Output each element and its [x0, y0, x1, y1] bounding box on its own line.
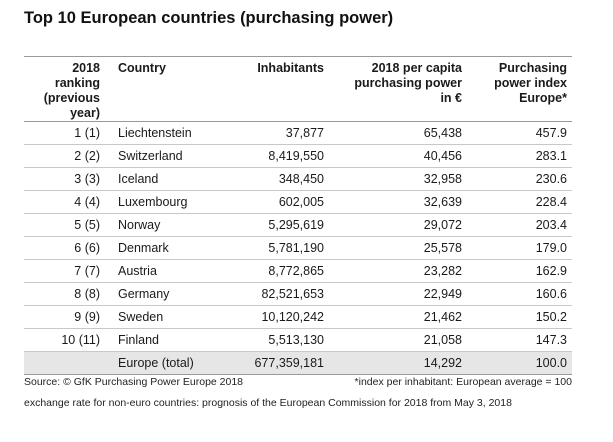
- cell-index: 228.4: [535, 195, 567, 209]
- header-index: Purchasing power index Europe*: [494, 61, 567, 106]
- cell-per-capita: 29,072: [423, 218, 462, 232]
- cell-ranking: 2 (2): [74, 149, 100, 163]
- header-country-line: Country: [118, 61, 166, 75]
- cell-per-capita: 22,949: [423, 287, 462, 301]
- table-row: 7 (7) Austria 8,772,865 23,282 162.9: [24, 260, 572, 283]
- header-ranking-line: ranking: [54, 76, 100, 90]
- table-row: 5 (5) Norway 5,295,619 29,072 203.4: [24, 214, 572, 237]
- cell-inhabitants: 348,450: [278, 172, 324, 186]
- cell-country: Germany: [118, 287, 170, 301]
- header-ranking-line: 2018: [72, 61, 100, 75]
- cell-per-capita: 65,438: [423, 126, 462, 140]
- cell-inhabitants: 8,772,865: [268, 264, 324, 278]
- cell-index: 283.1: [535, 149, 567, 163]
- table-title: Top 10 European countries (purchasing po…: [24, 9, 394, 27]
- header-ranking-line: (previous: [43, 91, 100, 105]
- cell-ranking: 4 (4): [74, 195, 100, 209]
- table-row: 1 (1) Liechtenstein 37,877 65,438 457.9: [24, 122, 572, 145]
- cell-inhabitants: 602,005: [278, 195, 324, 209]
- cell-country: Iceland: [118, 172, 159, 186]
- cell-index: 150.2: [535, 310, 567, 324]
- cell-country: Europe (total): [118, 356, 194, 370]
- cell-per-capita: 32,958: [423, 172, 462, 186]
- cell-index: 230.6: [535, 172, 567, 186]
- cell-inhabitants: 10,120,242: [261, 310, 324, 324]
- header-country: Country: [118, 61, 166, 76]
- cell-country: Norway: [118, 218, 161, 232]
- cell-ranking: 5 (5): [74, 218, 100, 232]
- cell-country: Denmark: [118, 241, 169, 255]
- header-per-capita-line: purchasing power: [354, 76, 462, 90]
- purchasing-power-table: 2018 ranking (previous year) Country Inh…: [24, 56, 572, 375]
- cell-ranking: 10 (11): [61, 333, 100, 347]
- table-row: 6 (6) Denmark 5,781,190 25,578 179.0: [24, 237, 572, 260]
- table-row: 8 (8) Germany 82,521,653 22,949 160.6: [24, 283, 572, 306]
- header-per-capita-line: in €: [440, 91, 462, 105]
- cell-index: 179.0: [535, 241, 567, 255]
- header-index-line: Europe*: [519, 91, 567, 105]
- cell-inhabitants: 5,295,619: [268, 218, 324, 232]
- table-row: 4 (4) Luxembourg 602,005 32,639 228.4: [24, 191, 572, 214]
- cell-country: Finland: [118, 333, 159, 347]
- exchange-rate-note: exchange rate for non-euro countries: pr…: [24, 397, 512, 409]
- cell-index: 160.6: [535, 287, 567, 301]
- header-inhabitants-line: Inhabitants: [257, 61, 324, 75]
- cell-ranking: 1 (1): [74, 126, 100, 140]
- table-row: 3 (3) Iceland 348,450 32,958 230.6: [24, 168, 572, 191]
- header-per-capita-line: 2018 per capita: [371, 61, 462, 75]
- cell-country: Luxembourg: [118, 195, 188, 209]
- cell-per-capita: 40,456: [423, 149, 462, 163]
- cell-per-capita: 25,578: [423, 241, 462, 255]
- cell-inhabitants: 5,781,190: [268, 241, 324, 255]
- cell-country: Sweden: [118, 310, 164, 324]
- header-per-capita: 2018 per capita purchasing power in €: [354, 61, 462, 106]
- header-inhabitants: Inhabitants: [257, 61, 324, 76]
- cell-country: Austria: [118, 264, 157, 278]
- cell-per-capita: 21,058: [423, 333, 462, 347]
- cell-per-capita: 14,292: [423, 356, 462, 370]
- cell-per-capita: 21,462: [423, 310, 462, 324]
- cell-inhabitants: 82,521,653: [261, 287, 324, 301]
- cell-per-capita: 23,282: [423, 264, 462, 278]
- cell-ranking: 8 (8): [74, 287, 100, 301]
- index-footnote: *index per inhabitant: European average …: [354, 376, 572, 388]
- cell-inhabitants: 8,419,550: [268, 149, 324, 163]
- cell-inhabitants: 37,877: [285, 126, 324, 140]
- cell-ranking: 9 (9): [74, 310, 100, 324]
- cell-inhabitants: 677,359,181: [254, 356, 324, 370]
- cell-per-capita: 32,639: [423, 195, 462, 209]
- header-ranking-line: year): [70, 106, 100, 120]
- cell-index: 100.0: [535, 356, 567, 370]
- table-row: 10 (11) Finland 5,513,130 21,058 147.3: [24, 329, 572, 352]
- table-header: 2018 ranking (previous year) Country Inh…: [24, 57, 572, 122]
- cell-index: 457.9: [535, 126, 567, 140]
- table-row: 9 (9) Sweden 10,120,242 21,462 150.2: [24, 306, 572, 329]
- header-index-line: power index: [494, 76, 567, 90]
- table-row: 2 (2) Switzerland 8,419,550 40,456 283.1: [24, 145, 572, 168]
- cell-country: Liechtenstein: [118, 126, 192, 140]
- cell-ranking: 3 (3): [74, 172, 100, 186]
- header-index-line: Purchasing: [498, 61, 567, 75]
- cell-index: 147.3: [535, 333, 567, 347]
- header-ranking: 2018 ranking (previous year): [24, 61, 100, 121]
- cell-index: 162.9: [535, 264, 567, 278]
- cell-country: Switzerland: [118, 149, 183, 163]
- cell-inhabitants: 5,513,130: [268, 333, 324, 347]
- total-row: Europe (total) 677,359,181 14,292 100.0: [24, 352, 572, 375]
- cell-ranking: 7 (7): [74, 264, 100, 278]
- cell-index: 203.4: [535, 218, 567, 232]
- cell-ranking: 6 (6): [74, 241, 100, 255]
- source-note: Source: © GfK Purchasing Power Europe 20…: [24, 376, 244, 388]
